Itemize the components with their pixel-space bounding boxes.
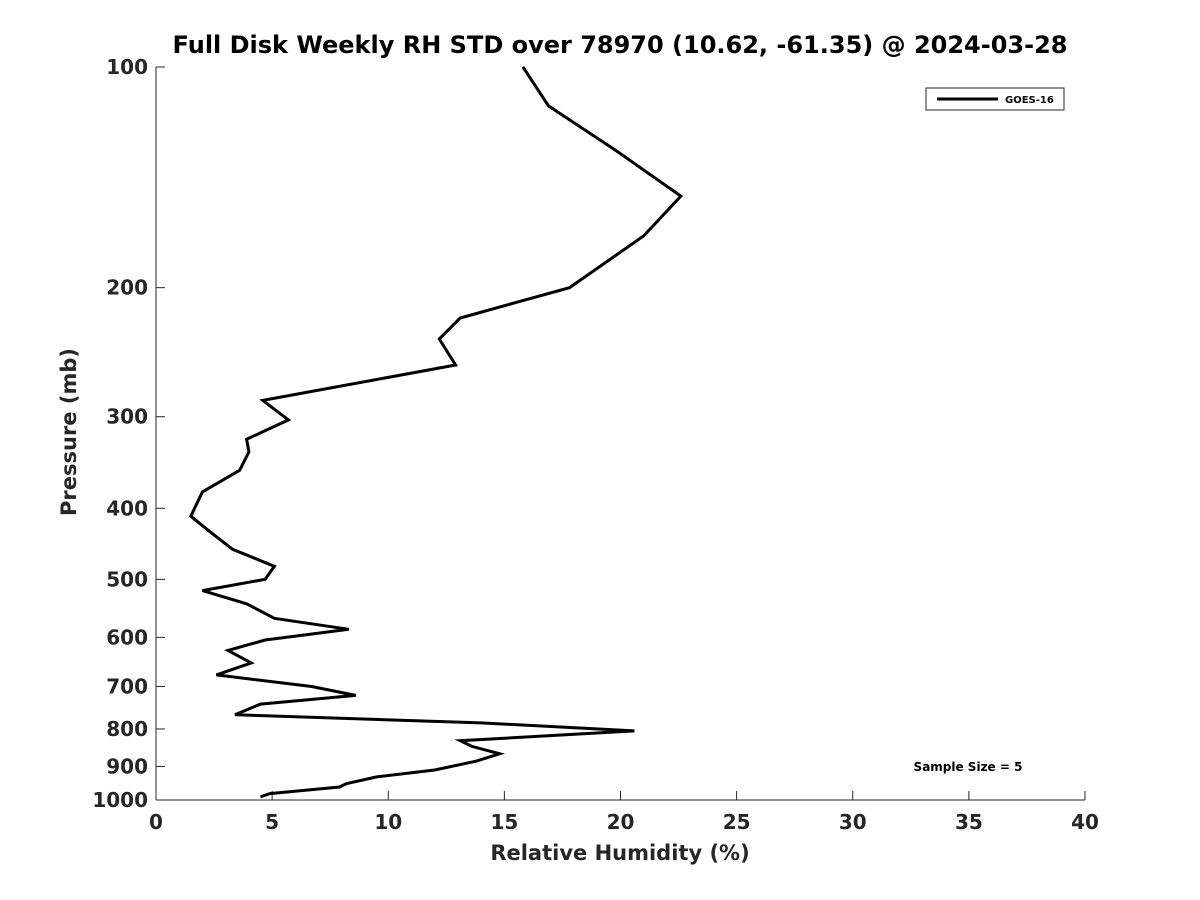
x-tick-label: 20 xyxy=(607,810,635,834)
y-tick-label: 1000 xyxy=(92,788,148,812)
y-tick-label: 400 xyxy=(106,496,148,520)
sample-size-annotation: Sample Size = 5 xyxy=(914,760,1023,774)
x-tick-label: 0 xyxy=(149,810,163,834)
y-tick-label: 200 xyxy=(106,276,148,300)
series-layer xyxy=(188,66,684,799)
x-tick-label: 40 xyxy=(1071,810,1099,834)
x-axis: 0 5 10 15 20 25 30 35 40 xyxy=(149,791,1099,834)
legend-label-goes-16: GOES-16 xyxy=(1005,95,1054,106)
x-tick-label: 15 xyxy=(490,810,518,834)
x-tick-label: 5 xyxy=(265,810,279,834)
chart-title: Full Disk Weekly RH STD over 78970 (10.6… xyxy=(173,31,1068,59)
y-tick-label: 300 xyxy=(106,405,148,429)
y-tick-label: 900 xyxy=(106,754,148,778)
series-line-goes-16 xyxy=(188,66,684,799)
y-axis: 100 200 300 400 500 600 700 800 900 1000 xyxy=(92,55,165,812)
y-tick-label: 100 xyxy=(106,55,148,79)
x-axis-label: Relative Humidity (%) xyxy=(490,841,749,865)
y-axis-label: Pressure (mb) xyxy=(57,348,81,516)
y-tick-label: 600 xyxy=(106,625,148,649)
x-tick-label: 35 xyxy=(955,810,983,834)
legend: GOES-16 xyxy=(925,87,1065,111)
y-tick-label: 800 xyxy=(106,717,148,741)
x-tick-label: 25 xyxy=(723,810,751,834)
x-tick-label: 10 xyxy=(374,810,402,834)
x-tick-label: 30 xyxy=(839,810,867,834)
y-tick-label: 500 xyxy=(106,567,148,591)
y-tick-label: 700 xyxy=(106,674,148,698)
